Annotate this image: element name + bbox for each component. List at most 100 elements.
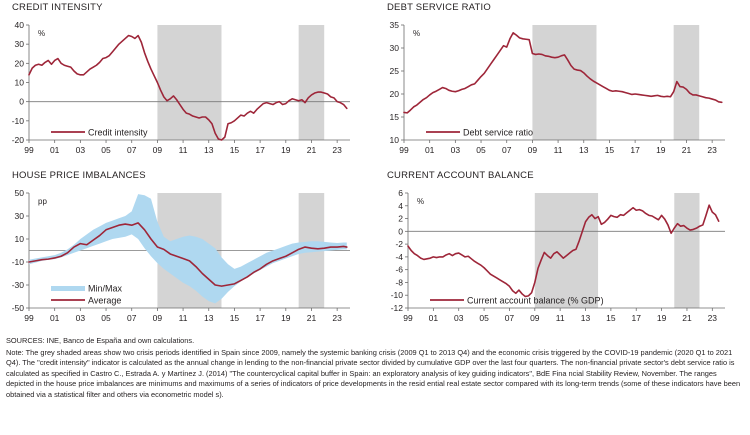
y-tick-label: -10	[391, 290, 404, 300]
x-tick-label: 17	[632, 313, 642, 323]
x-tick-label: 07	[502, 145, 512, 155]
y-tick-label: -2	[395, 239, 403, 249]
x-tick-label: 19	[656, 145, 666, 155]
x-tick-label: 23	[332, 145, 342, 155]
chart-credit-intensity: -20 -10 0 10 20 30 40 99 01 03 05 07 09 11 13 15 17 19 21 2…	[12, 20, 350, 155]
legend-label: Min/Max	[88, 284, 123, 294]
x-tick-label: 05	[479, 313, 489, 323]
x-tick-label: 13	[579, 145, 589, 155]
x-tick-label: 15	[605, 145, 615, 155]
y-tick-label: 20	[390, 89, 400, 99]
x-tick-label: 11	[556, 313, 565, 323]
crisis-shading-0	[534, 193, 599, 308]
series-line-debt-service-ratio	[403, 32, 723, 114]
x-tick-label: 03	[76, 145, 86, 155]
series-line-average	[28, 222, 348, 287]
x-tick-label: 19	[281, 313, 291, 323]
panel-credit-intensity: CREDIT INTENSITY -20 -10 0 10 20 30 40 99 01 03 05…	[0, 0, 375, 168]
x-tick-label: 21	[307, 145, 317, 155]
y-tick-label: 30	[15, 39, 25, 49]
x-tick-label: 19	[281, 145, 291, 155]
y-tick-label: -20	[12, 135, 25, 145]
x-tick-label: 01	[50, 313, 60, 323]
x-tick-label: 05	[476, 145, 486, 155]
x-tick-label: 99	[399, 145, 409, 155]
legend-label: Debt service ratio	[463, 128, 533, 138]
chart-current-account-balance: -12 -10 -8 -6 -4 -2 0 2 4 6 99 01 03 05 07 09 11 13 15 17 19…	[391, 188, 725, 323]
x-tick-label: 23	[708, 313, 718, 323]
y-tick-label: 10	[15, 234, 25, 244]
y-tick-label: 10	[15, 78, 25, 88]
unit-label: %	[38, 29, 45, 38]
panel-house-price-imbalances: HOUSE PRICE IMBALANCES -50 -30 -10 10 30 50 99…	[0, 168, 375, 336]
x-tick-label: 03	[454, 313, 464, 323]
panel-title-current-account-balance: CURRENT ACCOUNT BALANCE	[387, 170, 534, 181]
y-tick-label: 6	[398, 188, 403, 198]
crisis-shading-1	[674, 193, 700, 308]
x-tick-label: 09	[153, 313, 163, 323]
x-tick-label: 11	[554, 145, 563, 155]
x-tick-label: 13	[581, 313, 591, 323]
y-tick-label: -6	[395, 265, 403, 275]
x-tick-label: 01	[425, 145, 435, 155]
y-tick-label: 20	[15, 58, 25, 68]
y-tick-label: 25	[390, 66, 400, 76]
panel-current-account-balance: CURRENT ACCOUNT BALANCE -12 -10 -8 -6 -4 -2 0 2…	[375, 168, 750, 336]
x-tick-label: 11	[179, 313, 188, 323]
crisis-shading-0	[532, 25, 597, 140]
unit-label: %	[417, 197, 424, 206]
series-line-current-account-balance-gdp-	[407, 204, 720, 298]
footnote-note: Note: The grey shaded areas show two cri…	[6, 347, 741, 399]
x-tick-label: 15	[230, 145, 240, 155]
chart-debt-service-ratio: 10 15 20 25 30 35 99 01 03 05 07 09 11 13 15 17 19 21 23% D…	[390, 20, 725, 155]
x-tick-label: 21	[682, 313, 692, 323]
legend-swatch-band	[51, 286, 85, 291]
x-tick-label: 23	[707, 145, 717, 155]
y-tick-label: -10	[12, 116, 25, 126]
y-tick-label: 0	[398, 226, 403, 236]
x-tick-label: 01	[429, 313, 439, 323]
y-tick-label: 4	[398, 201, 403, 211]
crisis-shading-1	[298, 25, 325, 140]
y-tick-label: 15	[390, 112, 400, 122]
charts-grid: CREDIT INTENSITY -20 -10 0 10 20 30 40 99 01 03 05…	[0, 0, 750, 336]
series-band-minmax	[29, 194, 347, 304]
x-tick-label: 17	[255, 313, 265, 323]
x-tick-label: 01	[50, 145, 60, 155]
x-tick-label: 03	[76, 313, 86, 323]
footnote-sources: SOURCES: INE, Banco de España and own ca…	[6, 336, 195, 345]
x-tick-label: 17	[630, 145, 640, 155]
x-tick-label: 07	[127, 313, 137, 323]
y-tick-label: 40	[15, 20, 25, 30]
x-tick-label: 11	[179, 145, 188, 155]
y-tick-label: -50	[12, 303, 25, 313]
panel-title-credit-intensity: CREDIT INTENSITY	[12, 2, 103, 13]
y-tick-label: -8	[395, 277, 403, 287]
x-tick-label: 09	[153, 145, 163, 155]
y-tick-label: 35	[390, 20, 400, 30]
panel-debt-service-ratio: DEBT SERVICE RATIO 10 15 20 25 30 35 99 01 03 05 0…	[375, 0, 750, 168]
y-tick-label: 0	[19, 97, 24, 107]
x-tick-label: 99	[24, 313, 34, 323]
x-tick-label: 15	[606, 313, 616, 323]
unit-label: %	[413, 29, 420, 38]
y-tick-label: -12	[391, 303, 404, 313]
series-line-credit-intensity	[28, 34, 348, 141]
x-tick-label: 21	[307, 313, 317, 323]
x-tick-label: 09	[530, 313, 540, 323]
x-tick-label: 05	[101, 145, 111, 155]
footnotes: SOURCES: INE, Banco de España and own ca…	[6, 336, 746, 401]
y-tick-label: 10	[390, 135, 400, 145]
x-tick-label: 13	[204, 145, 214, 155]
x-tick-label: 13	[204, 313, 214, 323]
x-tick-label: 99	[24, 145, 34, 155]
x-tick-label: 19	[657, 313, 667, 323]
y-tick-label: 30	[15, 211, 25, 221]
legend-label: Current account balance (% GDP)	[467, 296, 604, 306]
y-tick-label: -10	[12, 257, 25, 267]
crisis-shading-0	[157, 25, 222, 140]
unit-label: pp	[38, 197, 47, 206]
panel-title-debt-service-ratio: DEBT SERVICE RATIO	[387, 2, 491, 13]
y-tick-label: 50	[15, 188, 25, 198]
x-tick-label: 17	[255, 145, 265, 155]
